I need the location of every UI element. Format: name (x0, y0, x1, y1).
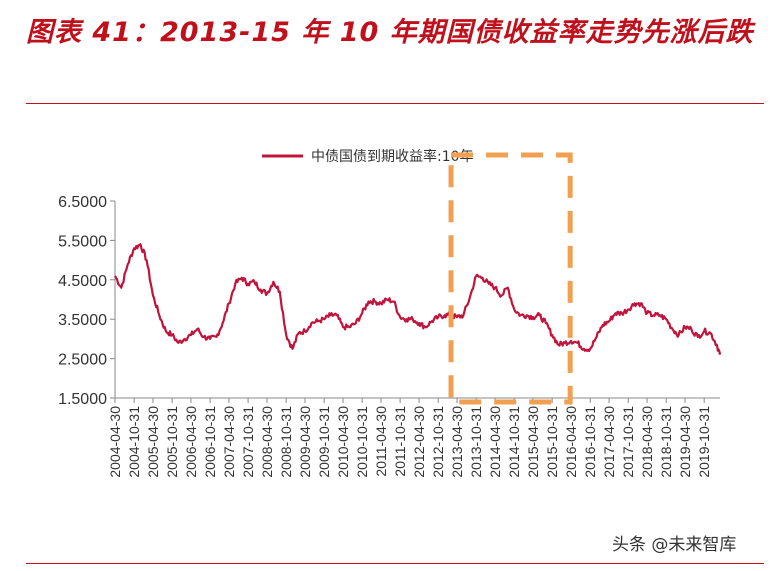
x-tick-label: 2014-10-31 (506, 406, 522, 478)
x-tick-label: 2007-10-31 (240, 406, 256, 478)
x-tick-label: 2013-04-30 (449, 406, 465, 478)
x-tick-label: 2017-10-31 (620, 406, 636, 478)
highlight-box (448, 152, 573, 405)
x-tick-label: 2013-10-31 (468, 406, 484, 478)
x-tick-label: 2014-04-30 (487, 406, 503, 478)
x-tick-label: 2010-10-31 (354, 406, 370, 478)
series-line (114, 243, 722, 355)
x-tick-label: 2015-10-31 (544, 406, 560, 478)
x-tick-label: 2018-10-31 (658, 406, 674, 478)
x-tick-label: 2011-10-31 (392, 406, 408, 477)
x-tick-label: 2016-04-30 (563, 406, 579, 478)
title-divider (26, 103, 764, 104)
y-axis: 6.5000 5.5000 4.5000 3.5000 2.5000 1.5000 (58, 194, 116, 408)
x-tick-label: 2005-10-31 (164, 406, 180, 478)
x-tick-label: 2018-04-30 (639, 406, 655, 478)
x-tick-label: 2017-04-30 (601, 406, 617, 478)
x-tick-label: 2004-10-31 (126, 406, 142, 478)
y-tick-label: 2.5000 (58, 352, 107, 369)
x-tick-label: 2015-04-30 (525, 406, 541, 478)
x-tick-label: 2010-04-30 (335, 406, 351, 478)
x-tick-label: 2019-04-30 (677, 406, 693, 478)
y-tick-label: 6.5000 (58, 194, 107, 211)
y-tick-label: 1.5000 (58, 391, 107, 408)
x-tick-label: 2006-04-30 (183, 406, 199, 478)
series-lines (114, 243, 722, 355)
legend-label: 中债国债到期收益率:10年 (311, 148, 474, 165)
x-axis: 2004-04-30 2004-10-31 2005-04-30 2005-10-31… (107, 397, 720, 478)
chart-legend: 中债国债到期收益率:10年 (262, 148, 474, 165)
footer-divider (26, 563, 764, 564)
x-tick-label: 2012-04-30 (411, 406, 427, 478)
y-tick-label: 3.5000 (58, 312, 107, 329)
x-tick-label: 2016-10-31 (582, 406, 598, 478)
y-tick-label: 4.5000 (58, 273, 107, 290)
x-tick-label: 2006-10-31 (202, 406, 218, 478)
x-tick-label: 2012-10-31 (430, 406, 446, 478)
x-tick-label: 2007-04-30 (221, 406, 237, 478)
highlight-rect (448, 152, 573, 405)
x-tick-label: 2004-04-30 (107, 406, 123, 478)
x-tick-label: 2009-10-31 (316, 406, 332, 478)
x-tick-label: 2019-10-31 (696, 406, 712, 478)
x-tick-label: 2005-04-30 (145, 406, 161, 478)
x-tick-label: 2011-04-30 (373, 406, 389, 477)
page-title: 图表 41：2013-15 年 10 年期国债收益率走势先涨后跌 (26, 17, 754, 48)
watermark: 头条 @未来智库 (612, 535, 737, 555)
x-tick-label: 2008-04-30 (259, 406, 275, 478)
x-tick-label: 2008-10-31 (278, 406, 294, 478)
y-tick-label: 5.5000 (58, 233, 107, 250)
x-tick-label: 2009-04-30 (297, 406, 313, 478)
